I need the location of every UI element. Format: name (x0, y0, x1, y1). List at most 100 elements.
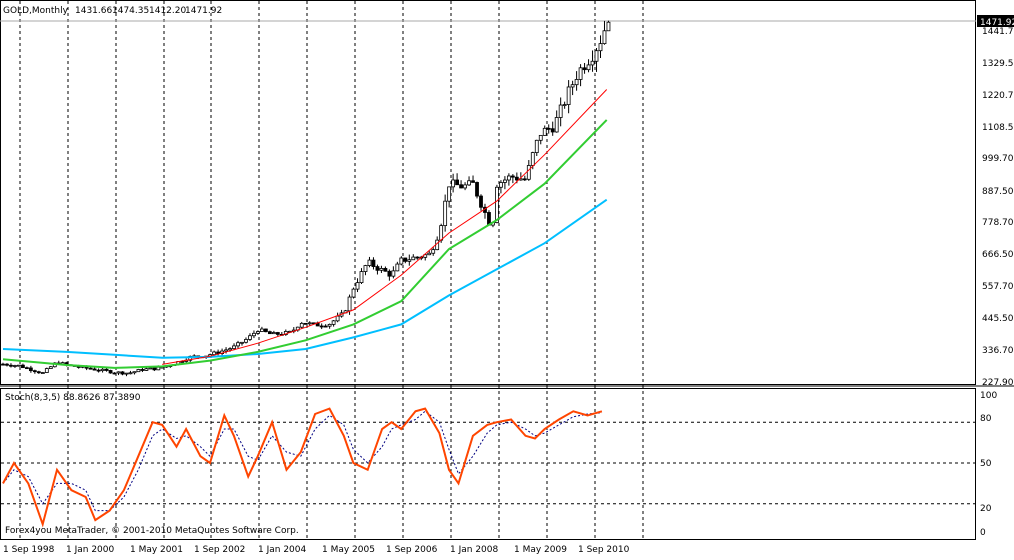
stoch-level-50: 50 (980, 459, 992, 469)
candle (92, 367, 97, 371)
candle (271, 330, 276, 335)
candle-body (212, 351, 217, 356)
current-price-tag-label: 1471.92 (980, 18, 1014, 28)
candle (586, 59, 591, 73)
candle-body (598, 43, 603, 52)
copyright-text: Forex4you MetaTrader, © 2001-2010 MetaQu… (5, 526, 299, 536)
candle-body (236, 342, 240, 347)
candle (331, 320, 336, 327)
candle (132, 371, 137, 375)
candle (391, 266, 396, 279)
candle (351, 287, 356, 299)
candle (120, 371, 125, 376)
candle (260, 326, 264, 333)
candle-body (224, 349, 228, 352)
candle (17, 364, 21, 367)
time-tick-6: 1 May 2005 (322, 545, 375, 555)
candle (244, 337, 248, 344)
candle-body (602, 30, 607, 45)
candle (256, 330, 260, 335)
candle-body (530, 152, 535, 166)
candle-body (371, 259, 376, 267)
low-value: 1412.20 (149, 6, 186, 16)
candle-body (510, 175, 515, 178)
candle (303, 322, 308, 325)
candle-body (399, 257, 404, 265)
candle (423, 253, 428, 261)
time-tick-2: 1 Jan 2000 (66, 545, 114, 555)
candle (407, 254, 412, 266)
candle-body (88, 367, 93, 370)
candle-body (534, 139, 539, 153)
candle-body (407, 259, 412, 262)
candle-body (578, 67, 583, 80)
candle (104, 367, 109, 372)
candle (558, 97, 563, 127)
candle (319, 323, 324, 330)
candle-body (40, 372, 45, 374)
price-tick-3: 1220.70 (982, 91, 1014, 101)
candle-body (256, 331, 260, 334)
candle-body (156, 366, 161, 371)
candle-body (44, 368, 49, 373)
candle-body (363, 265, 368, 272)
candle-body (594, 50, 599, 62)
candle (248, 333, 252, 342)
candle (28, 365, 33, 373)
candle-body (574, 79, 579, 86)
candle-body (116, 371, 121, 374)
stoch-level-0: 0 (980, 528, 986, 538)
candle (240, 341, 244, 346)
candle-body (108, 370, 113, 374)
time-tick-8: 1 Jan 2008 (450, 545, 498, 555)
candle (371, 257, 376, 270)
candle-body (335, 315, 340, 322)
time-axis: 1 Sep 1998 1 Jan 2000 1 May 2001 1 Sep 2… (3, 545, 630, 555)
ma-slow-line (2, 198, 608, 359)
candle (136, 368, 141, 373)
time-tick-4: 1 Sep 2002 (194, 545, 245, 555)
candle (502, 176, 507, 190)
candle (236, 340, 240, 349)
candle-body (232, 345, 236, 350)
price-tick-5: 999.70 (982, 154, 1014, 164)
candle (116, 371, 121, 376)
indicator-plot-frame (0, 388, 976, 540)
candle (479, 194, 483, 211)
candle (355, 278, 360, 293)
candle-body (120, 371, 125, 375)
candle-body (271, 332, 276, 335)
candle (375, 264, 380, 275)
candle (451, 173, 456, 193)
candle (522, 175, 527, 181)
candle (44, 367, 49, 374)
candle-body (451, 179, 456, 188)
candle (463, 182, 467, 191)
candle (582, 62, 587, 74)
candle (598, 35, 603, 58)
candle-body (379, 268, 384, 271)
candle-body (124, 372, 129, 375)
candle (224, 347, 228, 354)
candle (88, 367, 93, 370)
candle (40, 371, 45, 374)
candlestick-series (1, 20, 611, 377)
candle (554, 110, 559, 133)
stoch-level-100: 100 (980, 391, 997, 401)
candle (459, 180, 463, 189)
close-value: 1471.92 (185, 6, 222, 16)
candle (542, 125, 547, 136)
candle (307, 321, 312, 326)
candle (411, 254, 416, 261)
candle-body (351, 288, 356, 298)
candle (5, 363, 9, 367)
candle-body (355, 282, 360, 290)
candle-body (586, 64, 591, 71)
candle (1, 362, 5, 366)
candle (566, 80, 571, 114)
candle-body (375, 266, 380, 271)
candle (252, 330, 256, 339)
candle (232, 343, 236, 351)
candle-body (359, 271, 364, 284)
